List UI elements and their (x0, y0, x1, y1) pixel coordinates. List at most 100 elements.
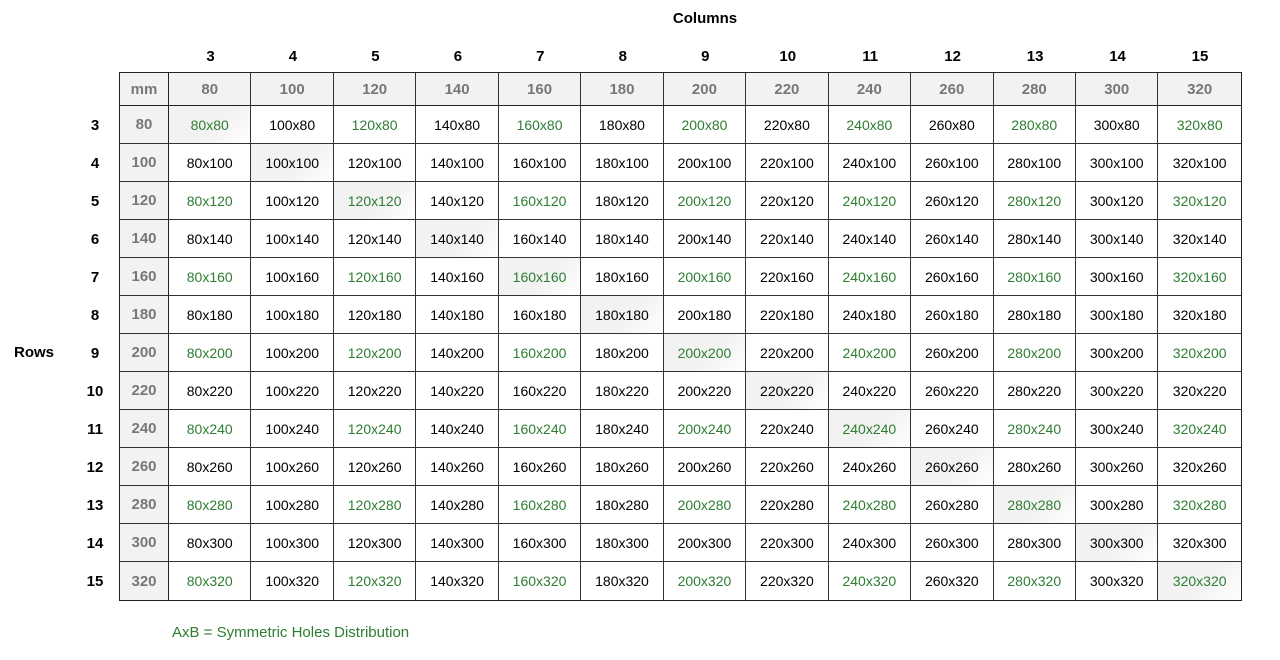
size-cell: 200x320 (664, 562, 747, 600)
size-cell: 240x200 (828, 334, 912, 372)
size-cell: 140x100 (416, 144, 499, 182)
size-cell: 320x120 (1158, 182, 1241, 220)
column-size-header: 160 (498, 73, 582, 106)
size-cell: 280x180 (993, 296, 1076, 334)
size-cell: 220x120 (746, 182, 829, 220)
size-cell: 140x320 (416, 562, 499, 600)
size-cell: 160x220 (498, 372, 582, 410)
size-cell: 220x140 (746, 220, 829, 258)
size-cell: 280x80 (993, 106, 1076, 144)
column-size-header: 280 (993, 73, 1076, 106)
size-cell: 100x120 (251, 182, 334, 220)
size-cell: 100x140 (251, 220, 334, 258)
size-cell: 300x140 (1075, 220, 1159, 258)
size-cell: 120x120 (333, 182, 417, 220)
size-cell: 160x100 (498, 144, 582, 182)
size-cell: 320x320 (1158, 562, 1241, 600)
size-cell: 140x220 (416, 372, 499, 410)
size-cell: 200x280 (663, 486, 747, 524)
size-cell: 280x100 (993, 144, 1076, 182)
row-number: 12 (86, 458, 104, 476)
size-cell: 120x240 (333, 410, 417, 448)
size-cell: 120x280 (333, 486, 417, 524)
size-cell: 200x100 (663, 144, 747, 182)
size-cell: 320x260 (1158, 448, 1241, 486)
size-cell: 100x260 (251, 448, 334, 486)
size-cell: 260x180 (911, 296, 994, 334)
size-table: mm 80 100 120 140 160 180 200 220 240 260 280 300 320… (119, 72, 1242, 601)
size-cell: 180x100 (581, 144, 664, 182)
size-cell: 160x180 (498, 296, 582, 334)
size-cell: 320x140 (1158, 220, 1241, 258)
size-cell: 280x240 (993, 410, 1076, 448)
size-cell: 220x80 (746, 106, 829, 144)
size-cell: 120x300 (333, 524, 417, 562)
column-size-header: 220 (746, 73, 829, 106)
column-number: 14 (1109, 48, 1126, 65)
row-size-header: 260 (120, 448, 169, 486)
columns-title: Columns (672, 10, 738, 27)
size-cell: 180x160 (581, 258, 664, 296)
size-cell: 80x120 (169, 182, 252, 220)
size-cell: 220x240 (746, 410, 829, 448)
size-cell: 180x140 (581, 220, 664, 258)
column-size-header: 260 (911, 73, 994, 106)
row-number: 4 (90, 154, 100, 172)
size-cell: 120x220 (333, 372, 417, 410)
size-cell: 180x300 (581, 524, 664, 562)
size-cell: 80x240 (169, 410, 252, 448)
row-size-header: 160 (120, 258, 169, 296)
size-cell: 120x260 (333, 448, 417, 486)
size-cell: 100x160 (251, 258, 334, 296)
column-number: 13 (1026, 48, 1044, 65)
size-cell: 280x320 (994, 562, 1076, 600)
row-size-header: 120 (120, 182, 169, 220)
size-cell: 120x320 (334, 562, 417, 600)
row-number: 6 (90, 230, 100, 248)
size-cell: 200x140 (663, 220, 747, 258)
column-size-header: 240 (828, 73, 912, 106)
row-size-header: 80 (120, 106, 169, 144)
column-size-header: 300 (1075, 73, 1159, 106)
size-cell: 140x120 (416, 182, 499, 220)
size-cell: 160x200 (498, 334, 582, 372)
row-size-header: 320 (120, 562, 169, 600)
size-cell: 160x240 (498, 410, 582, 448)
row-number: 15 (86, 572, 104, 590)
size-cell: 220x220 (746, 372, 829, 410)
rows-title: Rows (14, 344, 55, 361)
size-cell: 300x220 (1075, 372, 1159, 410)
column-size-header: 320 (1158, 73, 1241, 106)
size-cell: 240x280 (828, 486, 912, 524)
row-number: 14 (86, 534, 104, 552)
size-cell: 100x80 (251, 106, 334, 144)
row-number: 3 (90, 116, 100, 134)
row-size-header: 180 (120, 296, 169, 334)
size-cell: 80x200 (169, 334, 252, 372)
size-cell: 160x140 (498, 220, 582, 258)
size-cell: 100x240 (251, 410, 334, 448)
size-cell: 220x200 (746, 334, 829, 372)
column-number: 9 (701, 48, 710, 65)
size-cell: 100x280 (251, 486, 334, 524)
size-cell: 280x300 (993, 524, 1076, 562)
column-number: 5 (371, 48, 380, 65)
size-cell: 300x320 (1076, 562, 1159, 600)
size-cell: 320x220 (1158, 372, 1241, 410)
size-cell: 280x260 (993, 448, 1076, 486)
column-number: 7 (536, 48, 545, 65)
size-cell: 200x200 (663, 334, 747, 372)
size-cell: 200x160 (663, 258, 747, 296)
size-cell: 160x280 (498, 486, 582, 524)
size-cell: 200x180 (663, 296, 747, 334)
column-size-header: 80 (169, 73, 252, 106)
row-number: 11 (87, 420, 103, 438)
size-cell: 300x100 (1075, 144, 1159, 182)
size-cell: 260x140 (911, 220, 994, 258)
size-cell: 240x220 (828, 372, 912, 410)
size-cell: 180x260 (581, 448, 664, 486)
size-cell: 140x200 (416, 334, 499, 372)
size-cell: 260x260 (911, 448, 994, 486)
size-cell: 160x80 (498, 106, 582, 144)
size-cell: 140x280 (416, 486, 499, 524)
